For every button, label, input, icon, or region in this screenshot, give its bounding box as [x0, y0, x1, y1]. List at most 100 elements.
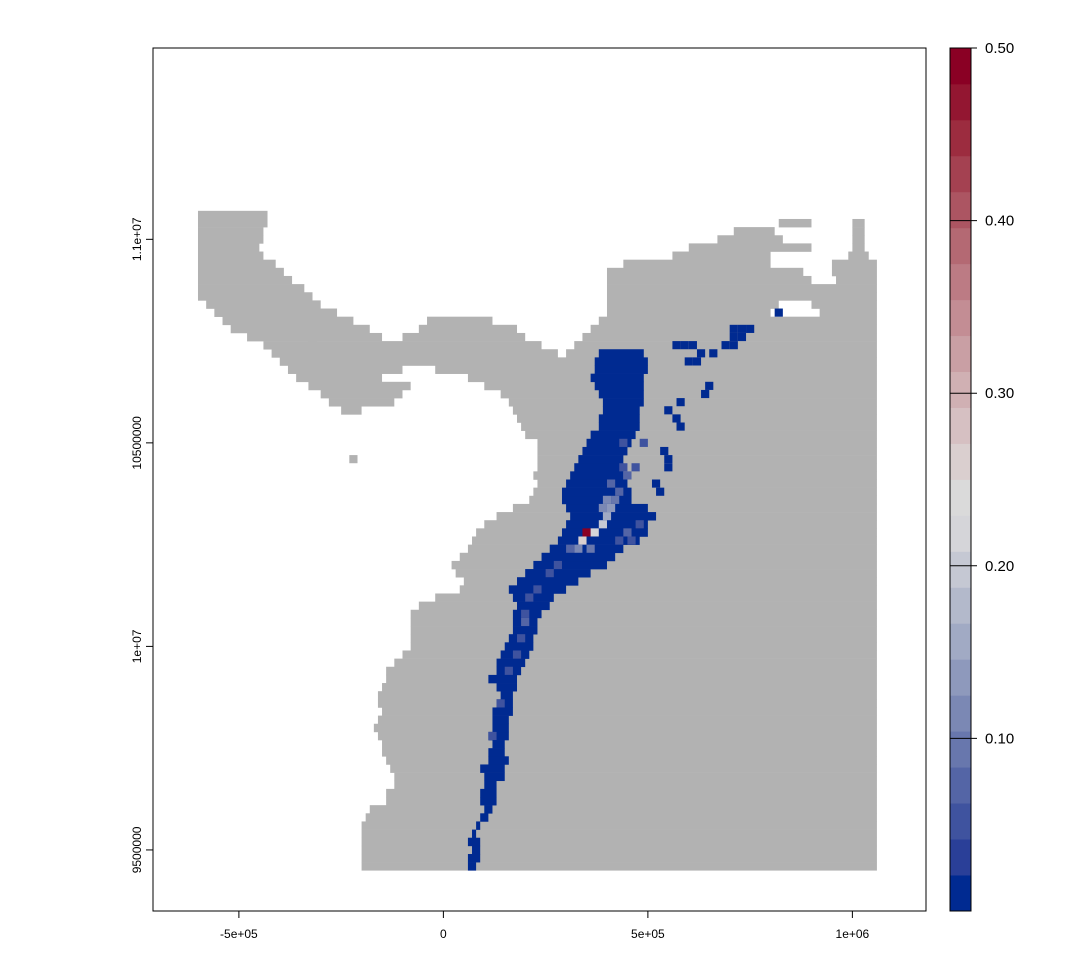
land-cell-row [533, 471, 877, 480]
value-band-row [594, 357, 648, 366]
hotspot-cell [488, 731, 497, 741]
land-cell-row [606, 300, 779, 309]
land-cell-row [214, 308, 338, 317]
land-cell-row [402, 650, 877, 659]
land-cell-row [484, 520, 877, 529]
value-band-row [467, 862, 477, 871]
land-cell-row [427, 316, 493, 326]
land-cell-row [197, 227, 264, 236]
x-tick-label: 5e+05 [631, 927, 665, 941]
land-cell-row [197, 210, 268, 220]
colorbar-segment [950, 479, 971, 516]
land-cell-row [394, 658, 877, 668]
hotspot-cell [623, 528, 632, 537]
land-cell-row [496, 512, 877, 521]
land-cell-row [435, 593, 877, 602]
land-cell-row [537, 455, 877, 464]
value-cell [680, 341, 689, 350]
hotspot-cell [590, 528, 599, 537]
y-axis: 9500000 1e+07 10500000 1.1e+07 [130, 217, 153, 873]
land-cell-row [410, 626, 877, 635]
value-cell [664, 455, 673, 464]
land-cell-row [688, 243, 812, 252]
value-band-row [512, 626, 538, 635]
value-band-row [492, 723, 509, 733]
value-band-row [480, 813, 489, 822]
land-cell-row [382, 748, 877, 757]
colorbar-segment [950, 443, 971, 480]
land-cell-row [341, 406, 362, 415]
land-cell-row [377, 691, 877, 700]
land-cell-row [247, 332, 383, 342]
hotspot-cell [586, 544, 595, 553]
land-cell-row [500, 389, 877, 399]
land-cell-row [263, 341, 542, 350]
land-cell-row [365, 813, 877, 822]
land-cell-row [566, 349, 877, 358]
hotspot-cell [627, 536, 636, 545]
land-island-cell [320, 316, 329, 325]
land-cell-row [467, 373, 877, 383]
land-cell-row [484, 381, 877, 391]
land-cell-row [606, 308, 771, 317]
land-cell-row [410, 642, 877, 651]
colorbar-segment [950, 623, 971, 660]
land-cell-row [361, 821, 877, 830]
hotspot-cell [611, 495, 620, 504]
value-band-row [602, 406, 640, 415]
value-cell [651, 479, 661, 488]
land-cell-row [463, 577, 877, 586]
land-cell-row [508, 398, 877, 407]
value-band-row [557, 536, 640, 545]
land-cell-row [512, 503, 877, 513]
hotspot-cell [598, 503, 607, 513]
colorbar-segment [950, 335, 971, 373]
hotspot-cell [606, 503, 616, 513]
colorbar-segment [950, 875, 971, 912]
hotspot-cell [598, 520, 607, 529]
value-cell [676, 398, 685, 407]
value-band-row [570, 471, 624, 480]
value-band-row [484, 772, 505, 782]
land-cell-row [377, 699, 877, 708]
land-cell-row [308, 381, 411, 391]
value-band-row [488, 731, 509, 741]
value-band-row [566, 479, 628, 488]
colorbar-segment [950, 371, 971, 408]
land-cell-row [852, 243, 865, 252]
land-cell-row [819, 308, 877, 317]
y-tick-label: 1.1e+07 [130, 217, 144, 261]
land-cell-row [328, 398, 395, 407]
land-cell-row [848, 251, 869, 260]
value-cell [737, 332, 747, 342]
land-cell-row [831, 259, 877, 269]
y-tick-label: 1e+07 [130, 629, 144, 663]
hotspot-cell [521, 617, 530, 627]
hotspot-cell [574, 544, 583, 553]
land-cell-row [537, 479, 877, 488]
land-cell-row [537, 446, 877, 456]
hotspot-cell [619, 438, 628, 447]
land-cell-row [394, 780, 877, 790]
land-cell-row [279, 357, 877, 366]
value-band-row [561, 495, 632, 505]
value-band-row [517, 577, 579, 586]
hotspot-cell [615, 487, 624, 496]
colorbar-segment [950, 803, 971, 840]
value-cell [709, 349, 718, 358]
land-cell-row [382, 740, 877, 749]
land-cell-row [386, 666, 877, 676]
value-band-row [496, 658, 526, 668]
land-cell-row [598, 316, 877, 326]
land-cell-row [402, 332, 526, 342]
value-band-row [492, 740, 505, 749]
value-cell [672, 414, 681, 423]
land-cell-row [733, 227, 775, 236]
colorbar-segment [950, 767, 971, 804]
value-cell [729, 332, 738, 342]
value-cell [701, 389, 710, 399]
colorbar-segment [950, 227, 971, 265]
land-cell-row [386, 674, 877, 684]
colorbar-segment [950, 299, 971, 337]
land-cell-row [197, 275, 293, 285]
